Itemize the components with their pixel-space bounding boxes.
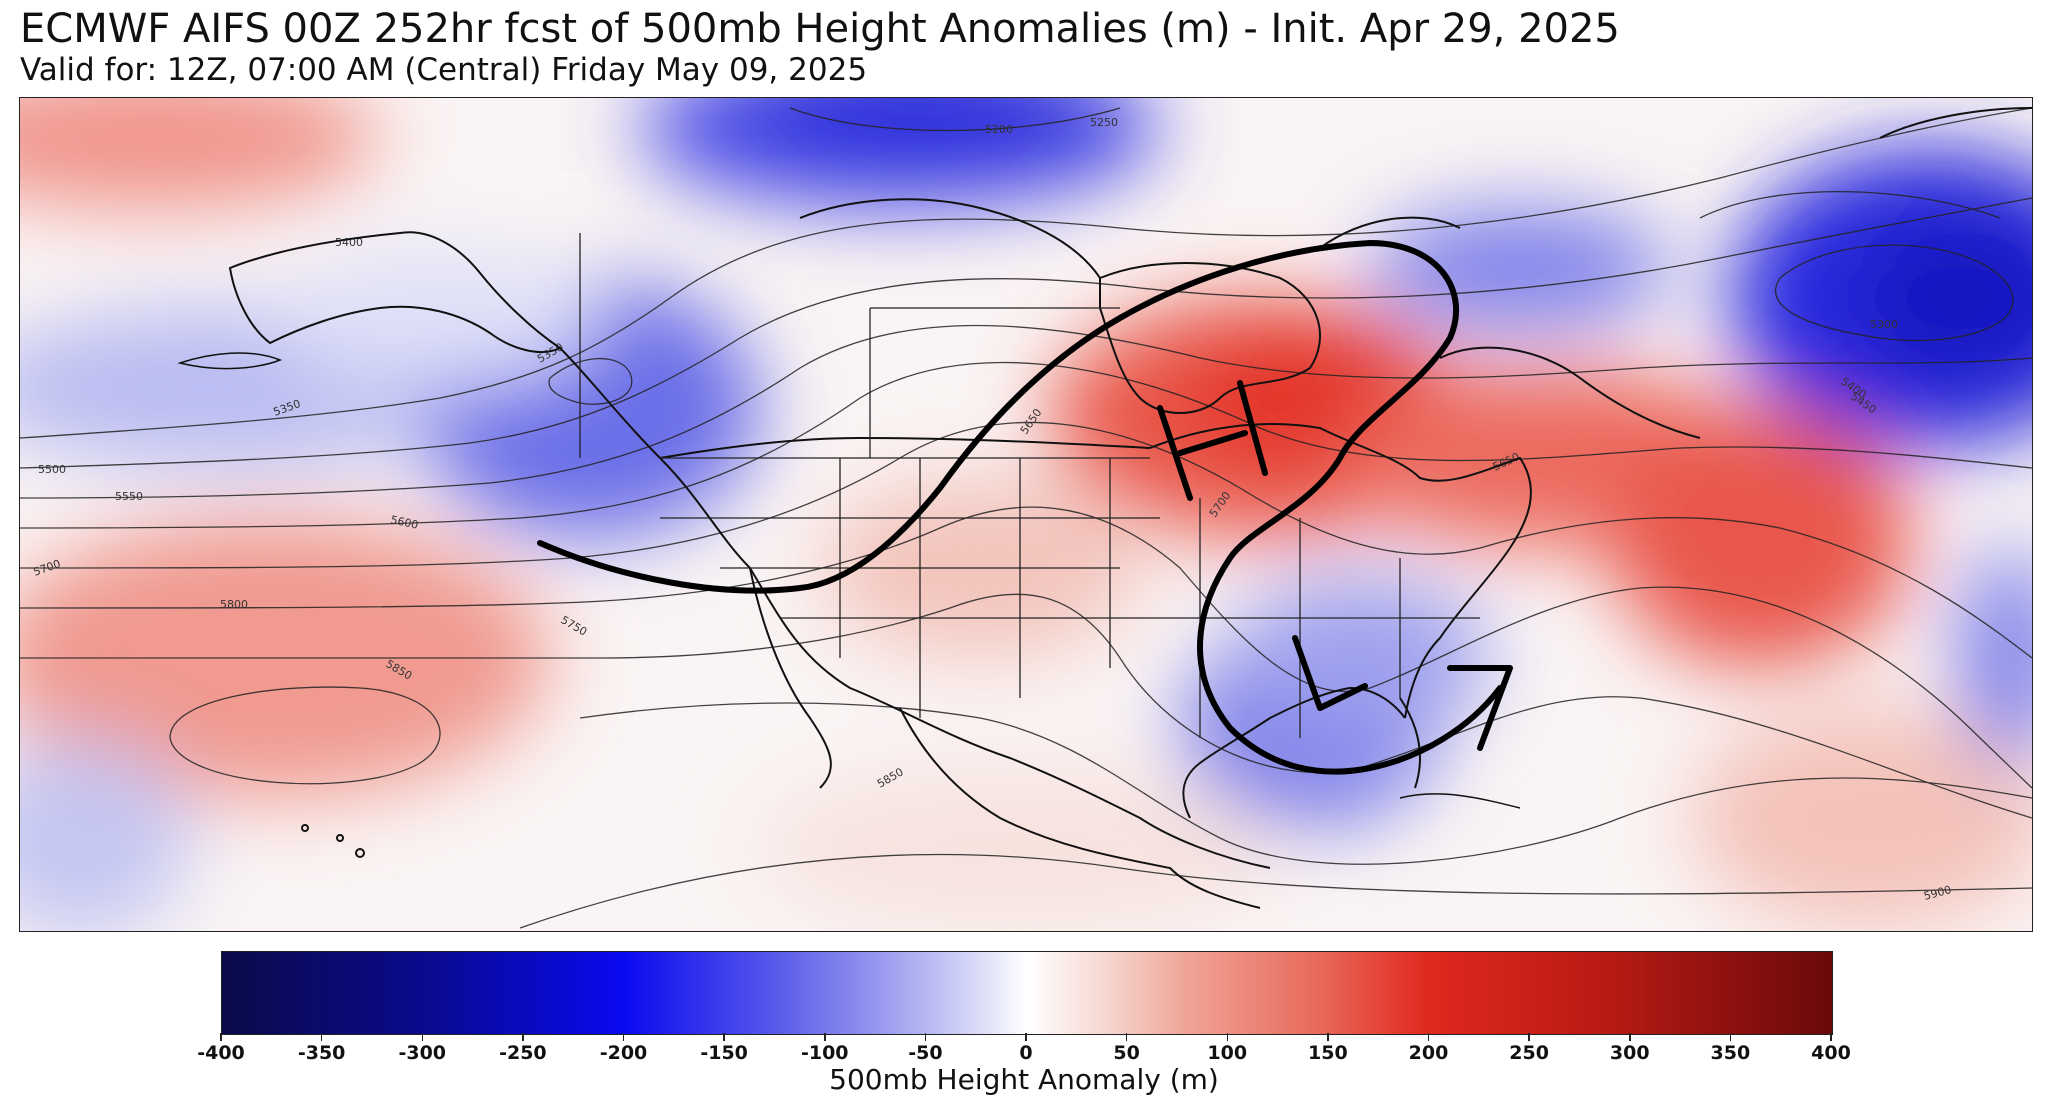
colorbar-tick-label: -250 [499, 1042, 547, 1064]
colorbar-tick [1427, 1033, 1430, 1041]
colorbar-tick [522, 1033, 524, 1041]
colorbar-tick [1528, 1033, 1530, 1041]
colorbar-tick [1226, 1033, 1228, 1041]
colorbar-tick-label: -400 [197, 1042, 245, 1064]
trough-arrowhead [1447, 665, 1513, 751]
colorbar-tick-label: 300 [1609, 1042, 1650, 1064]
contour-label: 5500 [38, 463, 66, 476]
colorbar-tick-label: 250 [1509, 1042, 1549, 1064]
colorbar-tick [1125, 1033, 1128, 1041]
colorbar-tick [622, 1033, 625, 1041]
valid-time-subtitle: Valid for: 12Z, 07:00 AM (Central) Frida… [20, 52, 868, 88]
high-letter-h [1157, 380, 1268, 501]
colorbar-tick-label: 350 [1710, 1042, 1751, 1064]
colorbar [221, 951, 1833, 1035]
coastlines-and-borders [177, 107, 2032, 909]
colorbar-tick-label: -350 [297, 1042, 346, 1064]
colorbar-tick-label: -100 [800, 1042, 849, 1064]
anomaly-shading [20, 98, 2032, 931]
colorbar-label: 500mb Height Anomaly (m) [829, 1063, 1219, 1096]
colorbar-tick-label: -50 [908, 1042, 943, 1064]
height-contours [20, 107, 2032, 929]
colorbar-tick [220, 1033, 222, 1041]
colorbar-tick-label: -150 [700, 1042, 748, 1064]
contour-label: 5600 [389, 513, 419, 532]
state-borders [579, 233, 1480, 738]
colorbar-tick [320, 1033, 323, 1041]
colorbar-tick [1729, 1033, 1732, 1041]
map-svg: 5200 5250 5300 5350 5350 5400 5400 5450 … [20, 98, 2032, 931]
colorbar-tick-label: 50 [1113, 1042, 1140, 1064]
contour-label: 5550 [115, 490, 143, 503]
colorbar-tick-label: 400 [1811, 1042, 1851, 1064]
colorbar-tick-label: 0 [1019, 1042, 1033, 1064]
contour-label: 5800 [220, 598, 248, 611]
colorbar-tick [421, 1033, 423, 1041]
colorbar-tick-label: 200 [1408, 1042, 1449, 1064]
colorbar-tick [1830, 1033, 1832, 1041]
colorbar-tick-label: -200 [599, 1042, 648, 1064]
low-letter-l [1292, 635, 1368, 711]
colorbar-tick [1327, 1033, 1329, 1041]
contour-label: 5200 [985, 123, 1013, 136]
colorbar-tick [1629, 1033, 1631, 1041]
contour-label: 5250 [1090, 116, 1118, 129]
colorbar-tick [1025, 1033, 1027, 1041]
colorbar-tick-label: 100 [1207, 1042, 1248, 1064]
colorbar-tick-label: -300 [398, 1042, 447, 1064]
hand-drawn-annotations [537, 240, 1513, 775]
map-title: ECMWF AIFS 00Z 252hr fcst of 500mb Heigh… [20, 6, 1620, 52]
colorbar-tick-label: 150 [1308, 1042, 1348, 1064]
colorbar-tick [824, 1033, 826, 1041]
colorbar-tick [924, 1033, 927, 1041]
colorbar-tick [723, 1033, 725, 1041]
ridge-trough-curve [537, 240, 1503, 775]
contour-label: 5300 [1870, 318, 1898, 331]
height-anomaly-map: 5200 5250 5300 5350 5350 5400 5400 5450 … [19, 97, 2033, 932]
